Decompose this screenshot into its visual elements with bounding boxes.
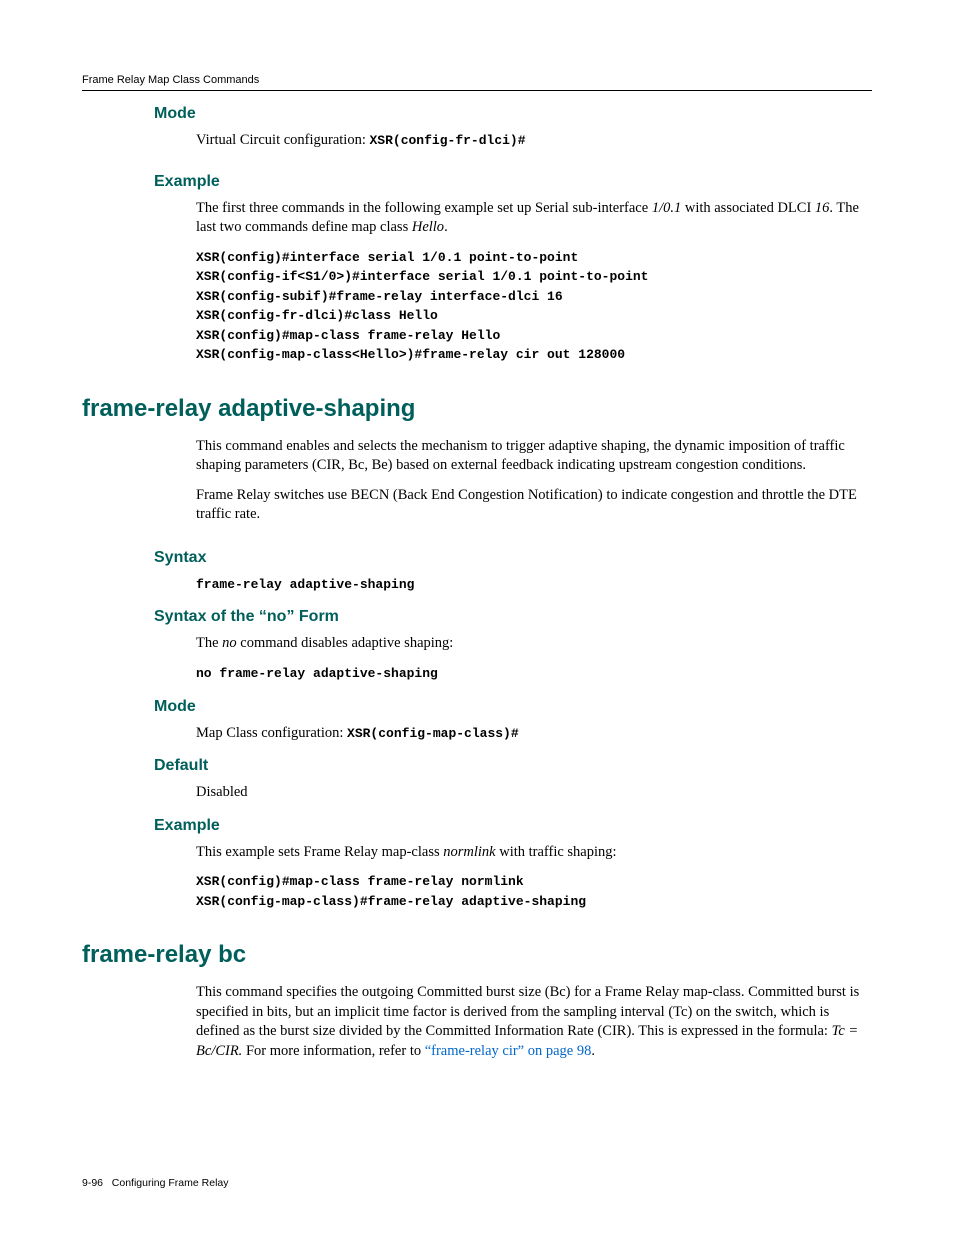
mode-text-2: Map Class configuration: XSR(config-map-… [196, 724, 872, 744]
mode-block-2: Map Class configuration: XSR(config-map-… [196, 724, 872, 744]
nf-t2: command disables adaptive shaping: [237, 635, 454, 651]
nf-t1: The [196, 635, 222, 651]
example-code-2: XSR(config)#map-class frame-relay normli… [196, 872, 872, 911]
heading-bc: frame-relay bc [82, 941, 872, 969]
mode-text-1: Virtual Circuit configuration: XSR(confi… [196, 131, 872, 151]
header-rule [82, 90, 872, 91]
noform-block: The no command disables adaptive shaping… [196, 634, 872, 683]
noform-code: no frame-relay adaptive-shaping [196, 664, 872, 684]
heading-example-1: Example [154, 173, 872, 191]
footer-label: Configuring Frame Relay [112, 1177, 229, 1189]
ex1-t4: . [444, 219, 448, 235]
example-block-1: The first three commands in the followin… [196, 199, 872, 365]
example-block-2: This example sets Frame Relay map-class … [196, 843, 872, 912]
example-text-2: This example sets Frame Relay map-class … [196, 843, 872, 863]
example-code-1: XSR(config)#interface serial 1/0.1 point… [196, 248, 872, 365]
heading-mode-2: Mode [154, 698, 872, 716]
noform-text: The no command disables adaptive shaping… [196, 634, 872, 654]
nf-i1: no [222, 635, 237, 651]
heading-noform: Syntax of the “no” Form [154, 608, 872, 626]
mode-code-2: XSR(config-map-class)# [347, 726, 519, 741]
adaptive-desc-block: This command enables and selects the mec… [196, 437, 872, 525]
page-footer: 9-96 Configuring Frame Relay [82, 1177, 229, 1189]
mode-block-1: Virtual Circuit configuration: XSR(confi… [196, 131, 872, 151]
ex1-i3: Hello [412, 219, 444, 235]
ex1-t1: The first three commands in the followin… [196, 200, 652, 216]
mode-prefix-1: Virtual Circuit configuration: [196, 132, 370, 148]
ex2-t2: with traffic shaping: [496, 844, 617, 860]
syntax-code: frame-relay adaptive-shaping [196, 575, 872, 595]
bc-t1: This command specifies the outgoing Comm… [196, 984, 859, 1039]
bc-desc-block: This command specifies the outgoing Comm… [196, 983, 872, 1061]
bc-desc: This command specifies the outgoing Comm… [196, 983, 872, 1061]
running-head: Frame Relay Map Class Commands [82, 74, 872, 90]
adaptive-desc-2: Frame Relay switches use BECN (Back End … [196, 486, 872, 525]
ex1-i2: 16 [815, 200, 830, 216]
footer-pagenum: 9-96 [82, 1177, 103, 1189]
ex1-t2: with associated DLCI [681, 200, 815, 216]
default-text: Disabled [196, 783, 872, 803]
heading-syntax: Syntax [154, 549, 872, 567]
heading-example-2: Example [154, 817, 872, 835]
ex2-i1: normlink [443, 844, 495, 860]
heading-mode-1: Mode [154, 105, 872, 123]
bc-t2: For more information, refer to [242, 1043, 424, 1059]
adaptive-desc-1: This command enables and selects the mec… [196, 437, 872, 476]
heading-adaptive-shaping: frame-relay adaptive-shaping [82, 395, 872, 423]
syntax-block: frame-relay adaptive-shaping [196, 575, 872, 595]
bc-t3: . [591, 1043, 595, 1059]
mode-code-1: XSR(config-fr-dlci)# [370, 133, 526, 148]
page: Frame Relay Map Class Commands Mode Virt… [0, 0, 954, 1235]
frame-relay-cir-link[interactable]: “frame-relay cir” on page 98 [425, 1043, 592, 1059]
mode-prefix-2: Map Class configuration: [196, 725, 347, 741]
ex1-i1: 1/0.1 [652, 200, 681, 216]
ex2-t1: This example sets Frame Relay map-class [196, 844, 443, 860]
heading-default: Default [154, 757, 872, 775]
default-block: Disabled [196, 783, 872, 803]
example-intro-1: The first three commands in the followin… [196, 199, 872, 238]
